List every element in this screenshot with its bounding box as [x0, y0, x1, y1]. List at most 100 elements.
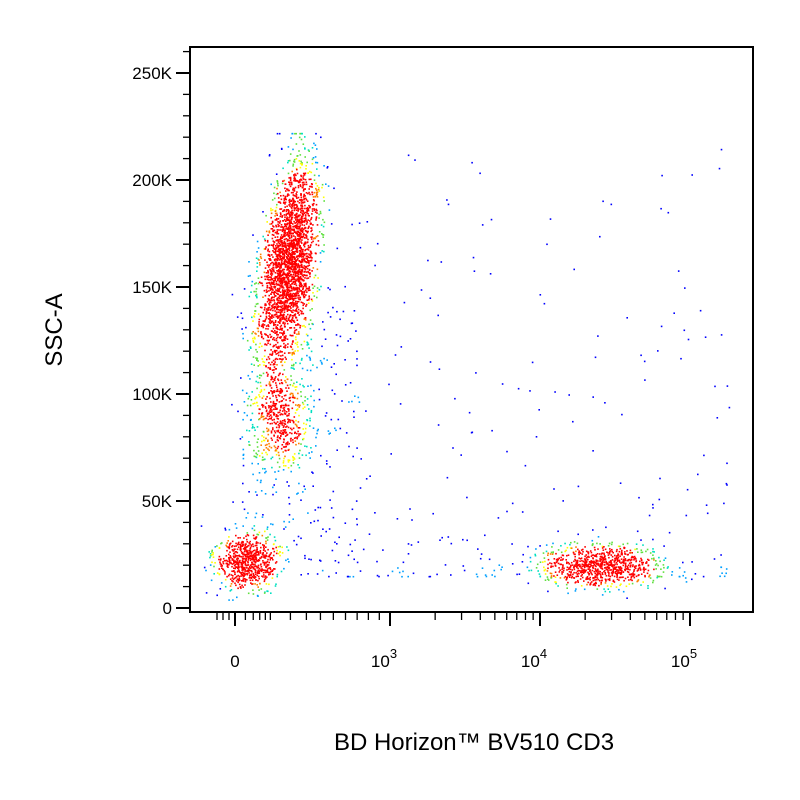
- event-dot: [259, 391, 262, 394]
- event-dot: [666, 567, 669, 569]
- event-dot: [298, 414, 300, 417]
- event-dot: [284, 197, 287, 200]
- event-dot: [595, 559, 597, 561]
- event-dot: [271, 466, 273, 469]
- event-dot: [272, 371, 275, 374]
- event-dot: [332, 306, 334, 309]
- event-dot: [633, 557, 636, 560]
- event-dot: [310, 447, 312, 449]
- event-dot: [273, 296, 275, 299]
- event-dot: [663, 545, 665, 547]
- event-dot: [301, 162, 303, 164]
- event-dot: [242, 525, 244, 527]
- event-dot: [253, 315, 255, 317]
- event-dot: [240, 587, 242, 589]
- event-dot: [268, 358, 271, 360]
- event-dot: [287, 318, 290, 321]
- event-dot: [241, 584, 243, 587]
- event-dot: [275, 343, 277, 346]
- event-dot: [239, 586, 242, 588]
- event-dot: [272, 427, 274, 429]
- event-dot: [294, 237, 297, 240]
- event-dot: [280, 265, 282, 268]
- event-dot: [306, 299, 309, 301]
- event-dot: [261, 324, 264, 326]
- event-dot: [592, 579, 595, 582]
- event-dot: [267, 564, 270, 566]
- event-dot: [271, 369, 274, 371]
- event-dot: [330, 418, 333, 421]
- event-dot: [594, 561, 597, 564]
- event-dot: [252, 341, 255, 343]
- event-dot: [275, 313, 278, 315]
- event-dot: [268, 411, 271, 413]
- event-dot: [277, 308, 280, 311]
- event-dot: [239, 543, 242, 546]
- event-dot: [391, 570, 394, 573]
- event-dot: [233, 556, 235, 559]
- event-dot: [315, 208, 317, 211]
- event-dot: [301, 181, 304, 184]
- event-dot: [269, 567, 271, 569]
- event-dot: [271, 221, 274, 224]
- event-dot: [234, 554, 237, 556]
- event-dot: [273, 186, 276, 189]
- event-dot: [299, 181, 301, 183]
- event-dot: [282, 244, 284, 246]
- event-dot: [309, 369, 312, 372]
- event-dot: [309, 425, 311, 427]
- event-dot: [599, 574, 602, 576]
- event-dot: [535, 548, 537, 550]
- event-dot: [272, 391, 274, 393]
- event-dot: [241, 574, 244, 577]
- event-dot: [304, 172, 307, 175]
- event-dot: [279, 390, 282, 392]
- event-dot: [256, 548, 258, 551]
- event-dot: [277, 290, 279, 293]
- event-dot: [280, 302, 282, 305]
- event-dot: [234, 555, 237, 558]
- event-dot: [283, 307, 285, 310]
- event-dot: [656, 575, 659, 577]
- event-dot: [311, 147, 314, 149]
- event-dot: [226, 564, 229, 566]
- event-dot: [274, 320, 277, 322]
- event-dot: [572, 552, 575, 554]
- event-dot: [300, 395, 302, 398]
- event-dot: [244, 546, 246, 548]
- event-dot: [249, 569, 251, 572]
- event-dot: [298, 442, 300, 445]
- event-dot: [295, 292, 297, 294]
- event-dot: [308, 268, 311, 271]
- event-dot: [315, 189, 318, 191]
- event-dot: [300, 252, 303, 254]
- event-dot: [432, 512, 434, 515]
- event-dot: [600, 565, 603, 568]
- event-dot: [270, 431, 273, 434]
- event-dot: [267, 536, 269, 538]
- event-dot: [267, 299, 270, 301]
- event-dot: [231, 545, 234, 547]
- event-dot: [547, 567, 549, 570]
- event-dot: [296, 341, 299, 344]
- event-dot: [566, 554, 568, 557]
- event-dot: [238, 541, 240, 544]
- event-dot: [300, 254, 302, 256]
- event-dot: [246, 555, 249, 557]
- event-dot: [332, 490, 335, 493]
- event-dot: [255, 257, 258, 259]
- event-dot: [282, 229, 284, 231]
- event-dot: [255, 290, 257, 293]
- event-dot: [306, 206, 309, 209]
- event-dot: [234, 573, 236, 575]
- event-dot: [332, 516, 335, 519]
- event-dot: [241, 580, 243, 582]
- event-dot: [262, 404, 265, 407]
- event-dot: [622, 562, 625, 564]
- event-dot: [349, 543, 352, 546]
- event-dot: [283, 346, 285, 348]
- event-dot: [287, 461, 290, 463]
- event-dot: [238, 554, 241, 557]
- event-dot: [554, 564, 557, 567]
